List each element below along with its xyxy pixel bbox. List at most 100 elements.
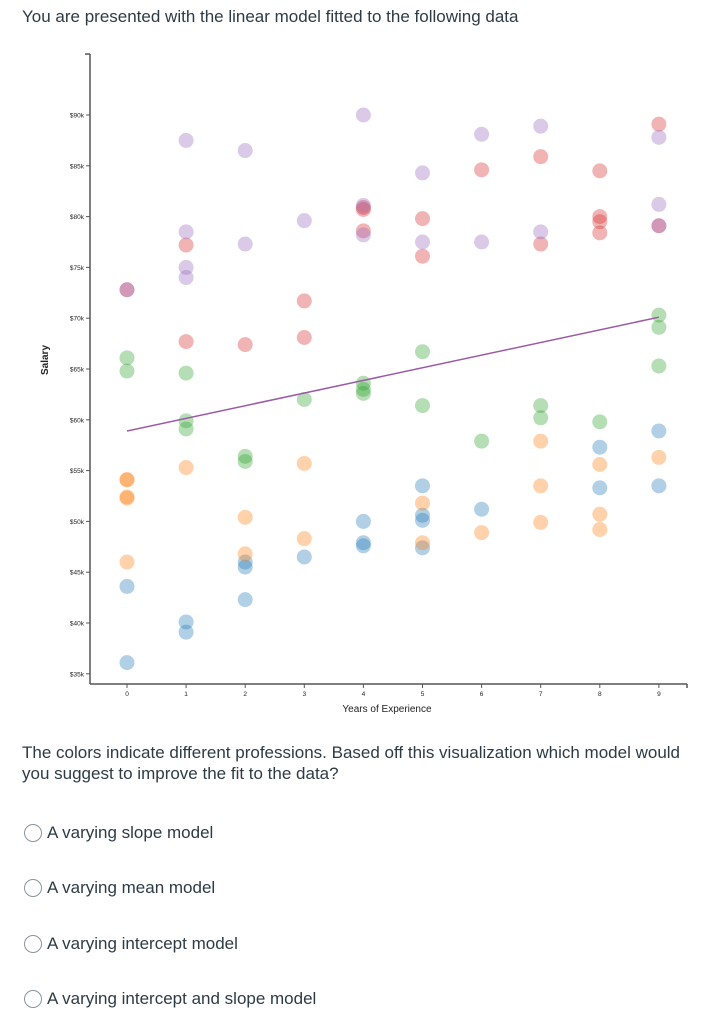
data-point — [651, 116, 667, 132]
x-tick-label: 1 — [184, 691, 188, 698]
data-point — [178, 270, 194, 286]
option-label: A varying intercept model — [47, 934, 238, 953]
data-point — [119, 655, 135, 671]
question-text: The colors indicate different profession… — [22, 743, 681, 783]
x-axis-label: Years of Experience — [342, 704, 432, 715]
data-point — [355, 227, 371, 243]
data-point — [592, 163, 608, 179]
data-point — [355, 535, 371, 551]
data-point — [533, 118, 549, 134]
data-point — [355, 513, 371, 529]
y-tick-label: $70k — [70, 316, 85, 323]
y-axis-label: Salary — [40, 345, 51, 375]
x-tick-label: 0 — [125, 691, 129, 698]
data-point — [533, 398, 549, 414]
data-point — [533, 410, 549, 426]
data-point — [237, 236, 253, 252]
data-point — [119, 554, 135, 570]
data-point — [178, 460, 194, 476]
data-point — [415, 234, 430, 250]
data-point — [415, 512, 430, 528]
data-point — [296, 455, 312, 471]
data-point — [296, 213, 312, 229]
data-point — [237, 143, 253, 159]
data-point — [119, 282, 135, 298]
data-point — [474, 433, 490, 449]
data-point — [178, 614, 194, 630]
data-point — [592, 457, 608, 473]
option-varying-intercept-and-slope[interactable]: A varying intercept and slope model — [24, 989, 316, 1009]
data-point — [592, 480, 608, 496]
data-point — [415, 398, 430, 414]
data-point — [533, 224, 549, 240]
data-point — [178, 132, 194, 148]
data-point — [355, 381, 371, 397]
data-point — [533, 478, 549, 494]
data-point — [355, 107, 371, 123]
data-point — [651, 358, 667, 374]
data-point — [355, 385, 371, 401]
option-varying-slope[interactable]: A varying slope model — [24, 823, 213, 843]
data-point — [355, 199, 371, 215]
option-label: A varying mean model — [47, 878, 216, 897]
data-point — [237, 546, 253, 562]
data-point — [651, 449, 667, 465]
data-point — [474, 162, 490, 178]
data-point — [651, 196, 667, 212]
points — [119, 107, 667, 671]
data-point — [651, 478, 667, 494]
data-point — [237, 337, 253, 353]
data-point — [651, 129, 667, 145]
y-tick-label: $40k — [70, 621, 85, 628]
data-point — [237, 559, 253, 575]
x-tick-label: 5 — [421, 691, 425, 698]
option-varying-mean[interactable]: A varying mean model — [24, 878, 215, 898]
data-point — [296, 531, 312, 547]
data-point — [296, 330, 312, 346]
data-point — [474, 126, 490, 142]
data-point — [651, 218, 667, 234]
data-point — [119, 472, 135, 488]
data-point — [474, 501, 490, 517]
data-point — [119, 578, 135, 594]
data-point — [237, 448, 253, 464]
radio-button[interactable] — [24, 824, 42, 842]
data-point — [592, 209, 608, 225]
data-point — [592, 214, 608, 230]
data-point — [355, 197, 371, 213]
x-tick-label: 6 — [480, 691, 484, 698]
data-point — [651, 218, 667, 234]
data-point — [355, 201, 371, 217]
data-point — [651, 423, 667, 439]
data-point — [119, 363, 135, 379]
data-point — [119, 490, 135, 506]
data-point — [355, 223, 371, 239]
data-point — [592, 522, 608, 538]
data-point — [415, 248, 430, 264]
data-point — [533, 236, 549, 252]
y-tick-label: $85k — [70, 163, 85, 170]
data-point — [237, 509, 253, 525]
data-point — [355, 538, 371, 554]
data-point — [415, 535, 430, 551]
data-point — [592, 439, 608, 455]
option-varying-intercept[interactable]: A varying intercept model — [24, 934, 238, 954]
x-tick-label: 4 — [362, 691, 366, 698]
data-point — [651, 319, 667, 335]
radio-button[interactable] — [24, 990, 42, 1008]
radio-button[interactable] — [24, 879, 42, 897]
x-tick-label: 8 — [598, 691, 602, 698]
radio-button[interactable] — [24, 935, 42, 953]
data-point — [533, 433, 549, 449]
data-point — [119, 472, 135, 488]
option-label: A varying slope model — [47, 823, 214, 842]
x-tick-label: 3 — [302, 691, 306, 698]
data-point — [178, 334, 194, 350]
y-tick-label: $50k — [70, 519, 85, 526]
data-point — [119, 489, 135, 505]
data-point — [592, 506, 608, 522]
data-point — [474, 525, 490, 541]
data-point — [533, 149, 549, 165]
data-point — [592, 414, 608, 430]
data-point — [237, 453, 253, 469]
